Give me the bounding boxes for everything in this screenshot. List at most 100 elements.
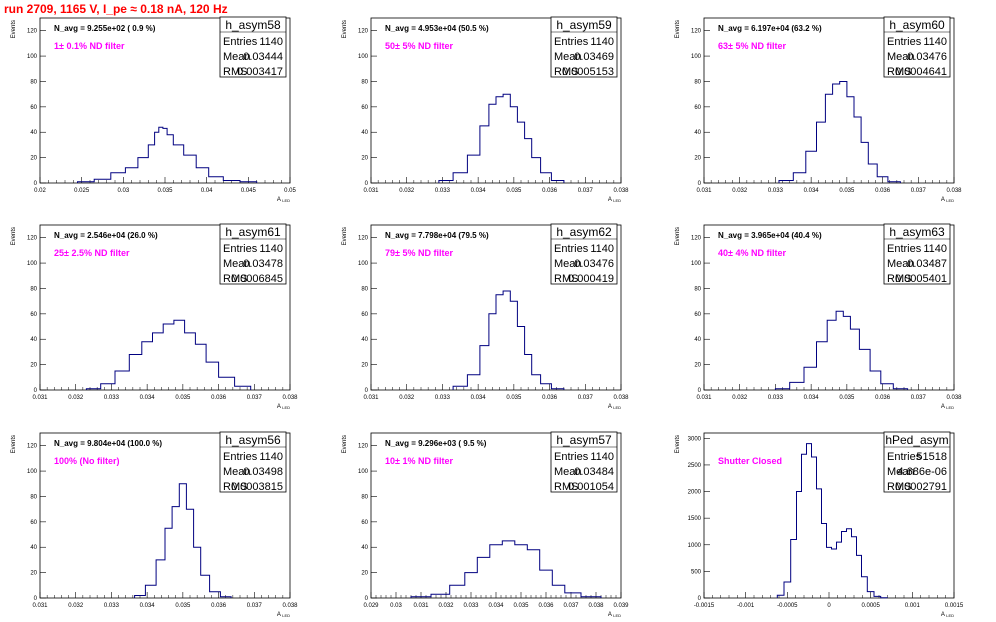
stats-value: 1140 [590,243,614,255]
y-tick-label: 100 [27,54,38,60]
filter-note: 25± 2.5% ND filter [54,248,130,258]
x-tick-label: 0.032 [438,603,454,609]
stats-label: Entries [554,36,589,48]
panel-hPed_asym: -0.0015 -0.001 -0.0005 0 0.0005 0.001 0.0015 0 5… [675,431,964,618]
y-tick-label: 120 [358,236,369,242]
x-tick-label: 0.034 [140,395,156,401]
y-tick-label: 20 [694,363,701,369]
y-tick-label: 120 [691,29,702,35]
y-tick-label: 3000 [688,436,702,442]
x-tick-label: 0.02 [34,188,46,194]
stats-label: RMS [223,273,247,285]
y-tick-label: 20 [30,571,37,577]
y-tick-label: 40 [694,130,701,136]
histogram-series [452,290,565,390]
plot-frame [370,17,622,184]
y-tick-label: 60 [361,105,368,111]
y-tick-label: 100 [691,261,702,267]
y-tick-label: 60 [694,312,701,318]
x-tick-label: 0.025 [74,188,90,194]
y-axis-label: Events [675,435,681,453]
panel-h_asym60: 0.031 0.032 0.033 0.034 0.035 0.036 0.037 0.038… [675,16,962,203]
y-tick-label: 0 [365,181,369,187]
plot-frame [370,224,622,391]
y-tick-label: 80 [694,286,701,292]
x-tick-label: 0.037 [911,395,927,401]
x-axis-label: A LED [608,404,621,410]
x-tick-label: 0.029 [363,603,379,609]
x-tick-label: 0.038 [282,395,298,401]
x-tick-label: 0.031 [32,395,48,401]
y-tick-label: 20 [694,156,701,162]
stats-value: 1140 [259,451,283,463]
y-tick-label: 100 [27,261,38,267]
y-tick-label: 80 [30,494,37,500]
stats-label: Mean [554,51,582,63]
x-tick-label: 0.031 [413,603,429,609]
y-tick-label: 100 [358,469,369,475]
figure-title: run 2709, 1165 V, I_pe ≈ 0.18 nA, 120 Hz [4,2,228,16]
x-tick-label: 0.033 [768,188,784,194]
stats-label: Mean [887,51,915,63]
x-axis-label: A LED [941,612,954,618]
y-tick-label: 2000 [688,490,702,496]
y-tick-label: 100 [358,54,369,60]
stats-label: Entries [223,451,258,463]
x-tick-label: 0.032 [68,395,84,401]
y-tick-label: 100 [358,261,369,267]
stats-label: RMS [223,481,247,493]
stats-title: h_asym58 [225,18,281,32]
stats-label: Mean [554,258,582,270]
x-tick-label: 0.035 [839,395,855,401]
y-tick-label: 20 [30,363,37,369]
stats-value: 0.0006845 [231,273,283,285]
y-tick-label: 1000 [688,543,702,549]
navg-label: N_avg = 6.197e+04 (63.2 %) [718,24,822,33]
stats-label: Mean [223,258,251,270]
stats-value: 0.003417 [237,66,283,78]
y-tick-label: 20 [361,156,368,162]
stats-label: RMS [887,481,911,493]
stats-value: 0.03476 [907,51,947,63]
y-tick-label: 1500 [688,516,702,522]
x-tick-label: 0.031 [696,188,712,194]
x-tick-label: 0.036 [542,188,558,194]
plot-frame [39,432,291,599]
stats-title: hPed_asym [885,433,948,447]
navg-label: N_avg = 9.296e+03 ( 9.5 %) [385,439,487,448]
navg-label: N_avg = 7.798e+04 (79.5 %) [385,231,489,240]
x-axis-label: A LED [277,197,290,203]
stats-value: 1140 [590,451,614,463]
stats-value: 0.000419 [568,273,614,285]
plot-frame [703,224,955,391]
stats-title: h_asym62 [556,225,612,239]
x-tick-label: 0.05 [284,188,296,194]
panel-h_asym58: 0.02 0.025 0.03 0.035 0.04 0.045 0.05 0 20 40 60 80… [11,16,296,203]
x-tick-label: 0.031 [696,395,712,401]
stats-box [550,431,618,493]
stats-label: Mean [554,466,582,478]
stats-label: RMS [887,66,911,78]
x-tick-label: 0.037 [247,603,263,609]
panels-group: 0.02 0.025 0.03 0.035 0.04 0.045 0.05 0 20 40 60 80… [11,16,964,618]
y-tick-label: 80 [361,79,368,85]
x-tick-label: 0.034 [140,603,156,609]
filter-note: 79± 5% ND filter [385,248,453,258]
stats-value: 1140 [259,243,283,255]
stats-label: RMS [554,481,578,493]
stats-box [219,16,287,78]
stats-value: 0.001054 [568,481,614,493]
stats-box [219,431,287,493]
panel-h_asym61: 0.031 0.032 0.033 0.034 0.035 0.036 0.037 0.038… [11,223,298,410]
histogram-series [85,319,252,390]
y-tick-label: 20 [361,571,368,577]
stats-value: 0.0003815 [231,481,283,493]
stats-label: RMS [223,66,247,78]
x-tick-label: 0.038 [282,603,298,609]
stats-value: 0.0005153 [562,66,614,78]
y-tick-label: 40 [30,337,37,343]
navg-label: N_avg = 4.953e+04 (50.5 %) [385,24,489,33]
plot-frame [703,17,955,184]
y-tick-label: 120 [358,29,369,35]
